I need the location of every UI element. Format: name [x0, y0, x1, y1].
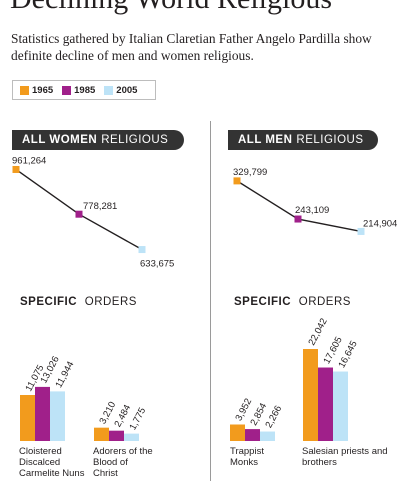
- legend-swatch-1985: [62, 85, 72, 95]
- men-point-2005: [357, 227, 365, 235]
- men-bar-label-salesian-priests-and-brothers-1965: 22,042: [306, 317, 329, 348]
- women-orders-heading: SPECIFIC ORDERS: [20, 296, 137, 308]
- women-bar-cloistered-discalced-carmelite-nuns-1965: [20, 395, 35, 441]
- women-orders-heading-rest: ORDERS: [84, 296, 137, 308]
- legend: 1965 1985 2005: [12, 80, 156, 100]
- women-value-label-2005: 633,675: [140, 259, 174, 270]
- legend-label-1965: 1965: [32, 84, 54, 96]
- men-orders-heading: SPECIFIC ORDERS: [234, 296, 351, 308]
- legend-label-1985: 1985: [74, 84, 96, 96]
- men-bar-trappist-monks-2005: [260, 431, 275, 441]
- men-bar-trappist-monks-1965: [230, 424, 245, 441]
- banner-all-men-rest: RELIGIOUS: [296, 134, 364, 146]
- page-subtitle: Statistics gathered by Italian Claretian…: [11, 31, 372, 63]
- men-bar-salesian-priests-and-brothers-1965: [303, 349, 318, 441]
- women-bar-adorers-of-the-blood-of-christ-2005: [124, 433, 139, 441]
- women-value-label-1985: 778,281: [83, 201, 117, 212]
- legend-swatch-2005: [104, 85, 114, 95]
- legend-swatch-1965: [20, 85, 29, 95]
- category-label-salesian: Salesian priests and brothers: [302, 446, 388, 468]
- men-value-label-1965: 329,799: [233, 167, 267, 178]
- banner-all-women: ALL WOMEN RELIGIOUS: [12, 130, 184, 150]
- legend-item-2005: 2005: [104, 85, 137, 96]
- men-bar-trappist-monks-1985: [245, 429, 260, 441]
- men-orders-heading-rest: ORDERS: [298, 296, 351, 308]
- page-title: Declining World Religious: [10, 0, 332, 16]
- banner-all-men-bold: ALL MEN: [238, 134, 293, 146]
- women-trend-line: [15, 168, 143, 251]
- men-value-label-2005: 214,904: [363, 218, 397, 229]
- legend-label-2005: 2005: [116, 84, 138, 96]
- women-point-1965: [12, 165, 20, 173]
- men-orders-heading-bold: SPECIFIC: [234, 296, 292, 308]
- legend-item-1965: 1965: [20, 85, 53, 96]
- men-point-1985: [294, 215, 302, 223]
- women-point-2005: [138, 246, 146, 254]
- category-label-trappist: Trappist Monks: [230, 446, 264, 468]
- women-value-label-1965: 961,264: [12, 155, 46, 166]
- men-point-1965: [233, 177, 241, 185]
- men-bar-salesian-priests-and-brothers-1985: [318, 367, 333, 441]
- women-bar-adorers-of-the-blood-of-christ-1965: [94, 427, 109, 441]
- banner-all-women-bold: ALL WOMEN: [22, 134, 98, 146]
- men-bar-salesian-priests-and-brothers-2005: [333, 371, 348, 441]
- women-point-1985: [75, 210, 83, 218]
- women-bar-cloistered-discalced-carmelite-nuns-2005: [50, 391, 65, 441]
- legend-item-1985: 1985: [62, 85, 95, 96]
- category-label-adorers: Adorers of the Blood of Christ: [93, 446, 153, 479]
- category-label-carmelite: Cloistered Discalced Carmelite Nuns: [19, 446, 85, 479]
- banner-all-women-rest: RELIGIOUS: [101, 134, 169, 146]
- men-value-label-1985: 243,109: [295, 205, 329, 216]
- column-divider: [210, 121, 211, 481]
- women-bar-adorers-of-the-blood-of-christ-1985: [109, 430, 124, 441]
- women-bar-cloistered-discalced-carmelite-nuns-1985: [35, 386, 50, 441]
- women-orders-heading-bold: SPECIFIC: [20, 296, 78, 308]
- banner-all-men: ALL MEN RELIGIOUS: [228, 130, 378, 150]
